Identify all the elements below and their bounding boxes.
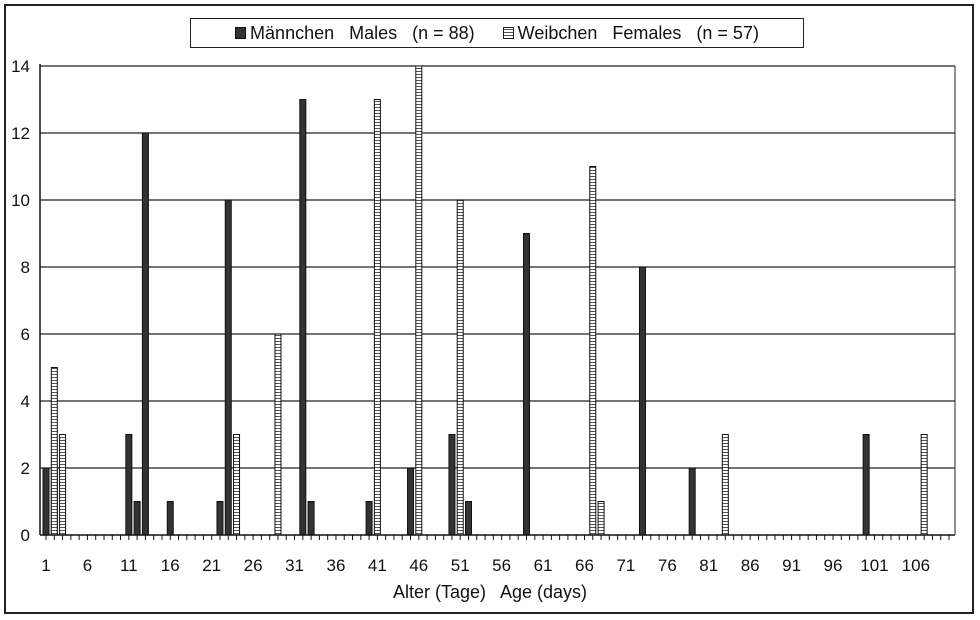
bar-females bbox=[373, 99, 381, 536]
bar-females bbox=[589, 166, 597, 536]
bar-males bbox=[465, 501, 473, 536]
bar-males bbox=[307, 501, 315, 536]
legend-item-males: Männchen Males (n = 88) bbox=[235, 23, 475, 44]
x-tick-label: 21 bbox=[202, 556, 221, 575]
x-tick-label: 26 bbox=[244, 556, 263, 575]
bar-males bbox=[141, 132, 149, 536]
x-tick-label: 86 bbox=[741, 556, 760, 575]
legend-label-females: Weibchen Females (n = 57) bbox=[517, 22, 759, 43]
x-tick-label: 81 bbox=[699, 556, 718, 575]
x-tick-label: 46 bbox=[409, 556, 428, 575]
y-tick-label: 12 bbox=[11, 124, 30, 143]
bar-males bbox=[862, 434, 870, 536]
bar-females bbox=[721, 434, 729, 536]
x-tick-label: 36 bbox=[326, 556, 345, 575]
bar-males bbox=[688, 467, 696, 536]
x-tick-label: 16 bbox=[161, 556, 180, 575]
bar-males bbox=[216, 501, 224, 536]
bar-males bbox=[522, 233, 530, 536]
legend-swatch-males bbox=[235, 27, 247, 39]
x-axis-label: Alter (Tage) Age (days) bbox=[392, 582, 588, 602]
x-tick-label: 91 bbox=[782, 556, 801, 575]
bar-females bbox=[920, 434, 928, 536]
y-tick-label: 8 bbox=[21, 258, 30, 277]
x-tick-label: 96 bbox=[824, 556, 843, 575]
bar-females bbox=[233, 434, 241, 536]
y-tick-label: 14 bbox=[11, 57, 30, 76]
x-tick-label: 71 bbox=[616, 556, 635, 575]
y-tick-label: 2 bbox=[21, 459, 30, 478]
bars bbox=[42, 65, 928, 536]
bar-males bbox=[133, 501, 141, 536]
y-tick-label: 10 bbox=[11, 191, 30, 210]
x-tick-label: 56 bbox=[492, 556, 511, 575]
axes bbox=[39, 64, 956, 540]
bar-males bbox=[407, 467, 415, 536]
bar-females bbox=[274, 333, 282, 536]
x-tick-label: 1 bbox=[41, 556, 50, 575]
bar-females bbox=[59, 434, 67, 536]
x-tick-label: 76 bbox=[658, 556, 677, 575]
x-tick-label: 6 bbox=[83, 556, 92, 575]
bar-females bbox=[597, 501, 605, 536]
x-tick-label: 106 bbox=[902, 556, 930, 575]
chart-frame bbox=[4, 4, 974, 614]
x-tick-label: 101 bbox=[860, 556, 888, 575]
bar-males bbox=[224, 199, 232, 536]
legend-label-males: Männchen Males (n = 88) bbox=[250, 22, 475, 43]
x-tick-label: 31 bbox=[285, 556, 304, 575]
bar-females bbox=[456, 199, 464, 536]
bar-males bbox=[166, 501, 174, 536]
x-tick-label: 61 bbox=[534, 556, 553, 575]
bar-males bbox=[125, 434, 133, 536]
x-tick-label: 11 bbox=[120, 556, 138, 575]
x-tick-label: 66 bbox=[575, 556, 594, 575]
bar-females bbox=[50, 367, 58, 536]
x-tick-label: 41 bbox=[368, 556, 387, 575]
y-tick-label: 0 bbox=[21, 526, 30, 545]
x-tick-label: 51 bbox=[451, 556, 470, 575]
bar-males bbox=[638, 266, 646, 536]
legend: Männchen Males (n = 88) Weibchen Females… bbox=[190, 18, 804, 48]
bar-males bbox=[448, 434, 456, 536]
legend-swatch-females bbox=[502, 27, 514, 39]
bar-females bbox=[415, 65, 423, 536]
bar-males bbox=[365, 501, 373, 536]
legend-item-females: Weibchen Females (n = 57) bbox=[502, 22, 759, 44]
gridlines bbox=[40, 65, 955, 469]
bar-males bbox=[299, 99, 307, 536]
y-tick-label: 4 bbox=[21, 392, 30, 411]
y-tick-label: 6 bbox=[21, 325, 30, 344]
bar-males bbox=[42, 467, 50, 536]
